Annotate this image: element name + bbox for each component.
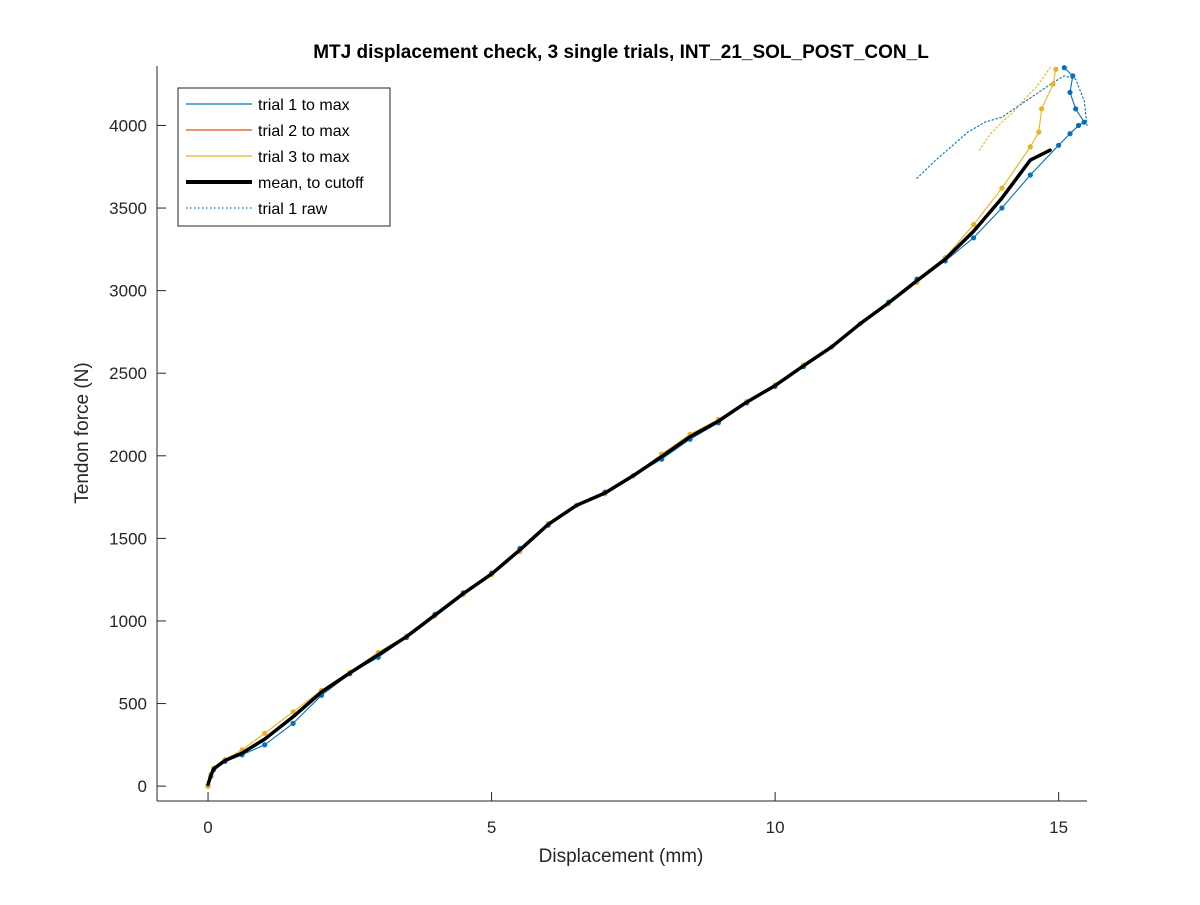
legend: trial 1 to max trial 2 to max trial 3 to m…	[177, 87, 391, 227]
legend-label-0: trial 1 to max	[258, 97, 350, 114]
data-point	[290, 720, 296, 727]
data-point	[1053, 66, 1059, 72]
data-point	[1039, 106, 1045, 112]
data-point	[262, 742, 268, 748]
legend-label-2: trial 3 to max	[258, 149, 350, 166]
data-point	[1075, 122, 1082, 129]
y-tick-label: 2500	[109, 364, 147, 383]
x-tick-label: 0	[203, 818, 212, 837]
data-point	[1027, 144, 1033, 150]
data-point	[1036, 129, 1042, 135]
legend-label-3: mean, to cutoff	[258, 175, 364, 192]
data-point	[290, 709, 296, 715]
series-line-5	[978, 67, 1051, 151]
data-point	[1067, 89, 1073, 95]
data-point	[999, 185, 1005, 191]
y-tick-label: 1000	[109, 612, 147, 631]
series-line-3	[206, 148, 1052, 787]
data-point	[971, 235, 977, 241]
data-point	[1070, 73, 1076, 79]
x-axis-label: Displacement (mm)	[539, 846, 704, 867]
y-axis-label: Tendon force (N)	[72, 362, 93, 504]
chart-title: MTJ displacement check, 3 single trials,…	[313, 42, 929, 63]
data-point	[1081, 119, 1087, 125]
data-point	[262, 730, 268, 736]
data-point	[1073, 106, 1079, 112]
data-point	[1061, 65, 1067, 71]
y-tick-label: 1500	[109, 529, 147, 548]
y-tick-label: 3500	[109, 199, 147, 218]
legend-label-4: trial 1 raw	[258, 201, 328, 218]
y-tick-label: 2000	[109, 447, 147, 466]
data-point	[971, 222, 977, 228]
legend-box	[177, 87, 391, 227]
data-point	[999, 205, 1005, 211]
data-point	[1056, 142, 1062, 148]
x-tick-label: 10	[766, 818, 785, 837]
series-layer	[205, 65, 1088, 789]
y-tick-label: 3000	[109, 282, 147, 301]
data-point	[1027, 172, 1033, 178]
series-line-4	[916, 75, 1088, 179]
data-point	[1067, 131, 1073, 137]
y-tick-label: 0	[138, 777, 147, 796]
x-tick-label: 15	[1049, 818, 1068, 837]
legend-label-1: trial 2 to max	[258, 123, 350, 140]
y-tick-label: 500	[119, 695, 147, 714]
axes: 0 5 10 15 0 500 1000 1500 2000 2500 3000 3500 4000	[109, 66, 1087, 837]
x-tick-label: 5	[487, 818, 496, 837]
data-point	[1050, 81, 1056, 87]
legend-entries: trial 1 to max trial 2 to max trial 3 to m…	[186, 97, 364, 218]
y-tick-label: 4000	[109, 116, 147, 135]
